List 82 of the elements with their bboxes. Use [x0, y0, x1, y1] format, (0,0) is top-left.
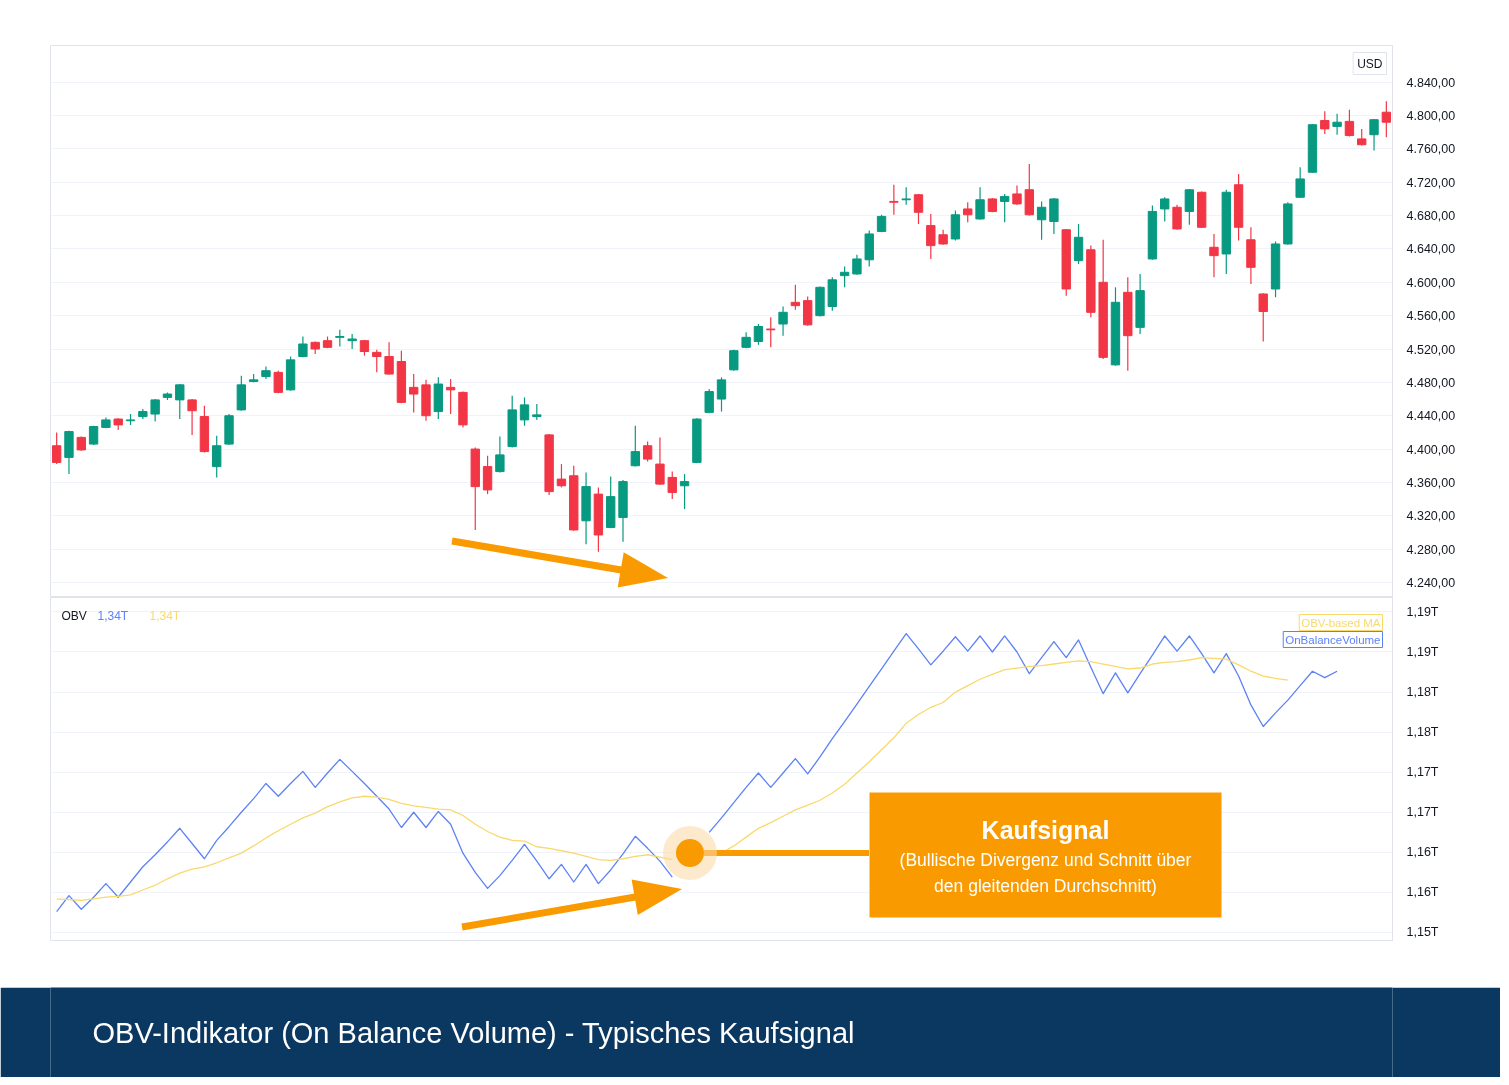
- candlestick: [753, 323, 764, 346]
- candlestick: [839, 265, 850, 288]
- candlestick: [716, 376, 727, 413]
- y-tick-label: 1,15T: [1406, 925, 1439, 940]
- candlestick: [1184, 188, 1195, 226]
- y-tick-label: 4.640,00: [1406, 242, 1456, 257]
- y-tick-label: 4.760,00: [1406, 142, 1456, 157]
- candlestick: [1073, 223, 1084, 265]
- y-tick-label: 4.840,00: [1406, 75, 1456, 90]
- y-tick-label: 4.480,00: [1406, 375, 1456, 390]
- y-tick-label: 4.400,00: [1406, 442, 1456, 457]
- annotation: 1,34T: [97, 608, 129, 623]
- candlestick: [1344, 109, 1355, 137]
- candlestick: [556, 463, 567, 489]
- candlestick: [212, 435, 222, 479]
- candlestick: [630, 425, 640, 468]
- candlestick: [495, 435, 505, 474]
- y-tick-label: 4.240,00: [1406, 575, 1456, 590]
- candlestick: [852, 254, 862, 276]
- candlestick: [1369, 118, 1379, 152]
- y-tick-label: 1,18T: [1406, 685, 1439, 700]
- candlestick: [175, 383, 185, 420]
- candlestick: [975, 186, 985, 221]
- annotation: (Bullische Divergenz und Schnitt über den gleitenden Durchschnitt): [899, 849, 1192, 896]
- candlestick: [679, 473, 690, 510]
- y-tick-label: 4.720,00: [1406, 175, 1456, 190]
- candlestick: [1295, 166, 1305, 199]
- y-tick-label: 4.320,00: [1406, 509, 1456, 524]
- candlestick: [1258, 292, 1268, 343]
- annotation: OBV: [61, 608, 87, 623]
- candlestick: [482, 455, 493, 495]
- candlestick: [445, 378, 456, 415]
- candlestick: [790, 284, 801, 311]
- y-tick-label: 1,18T: [1406, 725, 1439, 740]
- y-tick-label: 4.680,00: [1406, 209, 1456, 224]
- y-tick-label: 1,19T: [1406, 604, 1439, 619]
- y-tick-label: 4.520,00: [1406, 342, 1456, 357]
- candlestick: [409, 373, 419, 413]
- y-tick-label: 1,19T: [1406, 645, 1439, 659]
- candlestick: [766, 316, 776, 348]
- candlestick: [704, 388, 714, 414]
- y-tick-label: 4.800,00: [1406, 109, 1456, 124]
- candlestick: [1320, 110, 1330, 135]
- y-tick-label: 4.440,00: [1406, 409, 1456, 424]
- candlestick: [347, 333, 357, 350]
- y-tick-label: 1,16T: [1406, 885, 1439, 900]
- y-tick-label: 4.360,00: [1406, 475, 1456, 490]
- candlestick: [1036, 200, 1047, 241]
- candlestick: [1012, 184, 1022, 206]
- text: OBV-Indikator (On Balance Volume) - Typisches Kaufsignal: [92, 1016, 855, 1049]
- candlestick: [926, 213, 936, 260]
- candlestick: [655, 436, 665, 486]
- candlestick: [999, 193, 1010, 223]
- annotation: Kaufsignal: [981, 815, 1110, 844]
- candlestick: [1172, 204, 1182, 231]
- annotation: 1,34T: [149, 608, 181, 623]
- candlestick: [1160, 196, 1170, 223]
- candlestick: [187, 398, 197, 436]
- candlestick: [1049, 197, 1059, 235]
- candlestick: [778, 305, 788, 337]
- candlestick: [1381, 100, 1392, 138]
- candlestick: [1209, 233, 1219, 278]
- candlestick: [384, 341, 394, 376]
- y-tick-label: 4.280,00: [1406, 542, 1456, 557]
- candlestick: [667, 470, 677, 500]
- y-tick-label: 4.560,00: [1406, 309, 1456, 324]
- candlestick: [889, 184, 899, 216]
- candlestick: [372, 349, 382, 373]
- candlestick: [642, 440, 653, 463]
- y-tick-label: 1,17T: [1406, 765, 1439, 780]
- candlestick: [1332, 113, 1342, 136]
- annotation: USD: [1357, 56, 1383, 71]
- text: OnBalanceVolume: [1285, 633, 1381, 646]
- candlestick: [519, 396, 530, 427]
- candlestick: [51, 431, 62, 465]
- y-tick-label: 1,16T: [1406, 845, 1439, 860]
- text: OBV-based MA: [1301, 616, 1381, 629]
- candlestick: [150, 398, 160, 423]
- candlestick: [913, 193, 924, 225]
- y-tick-label: 4.600,00: [1406, 275, 1456, 290]
- y-tick-label: 1,17T: [1406, 805, 1439, 820]
- candlestick: [963, 201, 973, 223]
